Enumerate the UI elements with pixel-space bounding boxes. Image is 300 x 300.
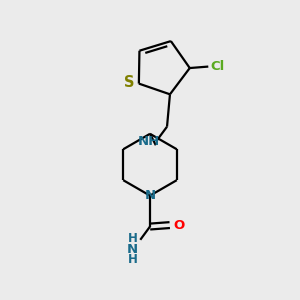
Text: N: N [144,189,156,202]
Text: NH: NH [138,135,160,148]
Text: H: H [128,232,137,245]
Text: N: N [127,243,138,256]
Text: O: O [173,219,184,232]
Text: Cl: Cl [210,60,224,73]
Text: H: H [128,253,137,266]
Text: S: S [124,75,135,90]
